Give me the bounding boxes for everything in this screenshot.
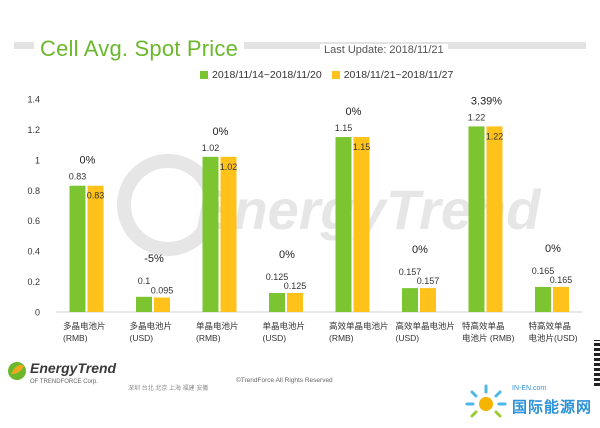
x-tick-label-line-1: 特高效单晶 bbox=[462, 321, 505, 331]
x-tick-label-line-1: 高效单晶电池片 bbox=[396, 321, 456, 331]
data-label-series-2: 0.165 bbox=[550, 275, 573, 285]
data-label-series-1: 0.83 bbox=[69, 172, 87, 182]
change-annotation: 3.39% bbox=[471, 95, 502, 107]
data-label-series-2: 1.15 bbox=[353, 142, 371, 152]
bar-series-2 bbox=[486, 126, 503, 312]
y-tick-label: 0.6 bbox=[27, 216, 40, 226]
bar-series-2 bbox=[154, 297, 170, 312]
legend-label-series-1: 2018/11/14~2018/11/20 bbox=[212, 69, 322, 81]
office-cities: 深圳 台北 北京 上海 福建 安徽 bbox=[128, 386, 209, 392]
change-annotation: 0% bbox=[213, 126, 229, 138]
data-label-series-2: 1.02 bbox=[220, 162, 238, 172]
y-tick-label: 0.2 bbox=[27, 277, 40, 287]
data-label-series-1: 1.02 bbox=[202, 143, 220, 153]
x-tick-label-line-2: (RMB) bbox=[329, 333, 354, 343]
x-tick-label-line-2: (USD) bbox=[396, 333, 420, 343]
bar-series-2 bbox=[420, 288, 436, 312]
bar-series-2 bbox=[287, 292, 303, 312]
bar-series-1 bbox=[335, 137, 352, 312]
bar-series-1 bbox=[202, 156, 219, 312]
badge-domain: IN-EN.com bbox=[512, 385, 547, 392]
bar-series-1 bbox=[402, 288, 418, 312]
bar-series-2 bbox=[87, 185, 104, 312]
legend-label-series-2: 2018/11/21~2018/11/27 bbox=[343, 69, 454, 81]
bar-series-2 bbox=[220, 156, 237, 312]
x-tick-label-line-1: 特高效单晶 bbox=[529, 321, 572, 331]
x-tick-label-line-1: 高效单晶电池片 bbox=[329, 321, 389, 331]
data-label-series-1: 1.15 bbox=[335, 123, 353, 133]
bar-series-1 bbox=[136, 296, 152, 312]
x-tick-label-line-2: 电池片 (RMB) bbox=[462, 333, 515, 343]
bar-series-1 bbox=[269, 292, 285, 312]
data-label-series-2: 0.157 bbox=[417, 276, 440, 286]
data-label-series-2: 0.125 bbox=[284, 281, 307, 291]
data-label-series-1: 0.157 bbox=[399, 267, 422, 277]
legend: 2018/11/14~2018/11/20 2018/11/21~2018/11… bbox=[200, 69, 453, 81]
leaf-logo-icon bbox=[8, 362, 26, 380]
legend-item-series-2: 2018/11/21~2018/11/27 bbox=[331, 69, 454, 81]
x-tick-label-line-2: (USD) bbox=[263, 333, 287, 343]
y-tick-label: 1 bbox=[35, 155, 40, 165]
site-badge: IN-EN.com 国际能源网 bbox=[462, 384, 593, 424]
data-label-series-1: 1.22 bbox=[468, 112, 486, 122]
x-tick-label-line-2: (RMB) bbox=[63, 333, 88, 343]
last-update: Last Update: 2018/11/21 bbox=[320, 44, 448, 56]
y-tick-label: 0.4 bbox=[27, 247, 40, 257]
data-label-series-1: 0.165 bbox=[532, 266, 555, 276]
x-tick-label-line-2: (RMB) bbox=[196, 333, 221, 343]
bar-series-1 bbox=[468, 126, 485, 312]
y-tick-label: 1.4 bbox=[27, 95, 40, 105]
change-annotation: 0% bbox=[279, 249, 295, 261]
y-tick-label: 1.2 bbox=[27, 125, 40, 135]
brand-subtitle: OF TRENDFORCE Corp. bbox=[30, 379, 98, 385]
change-annotation: -5% bbox=[144, 253, 164, 265]
data-label-series-1: 0.1 bbox=[138, 276, 151, 286]
bar-series-2 bbox=[553, 286, 569, 312]
change-annotation: 0% bbox=[346, 106, 362, 118]
data-label-series-2: 0.095 bbox=[151, 286, 174, 296]
legend-swatch-yellow bbox=[331, 71, 340, 79]
copyright: ©TrendForce All Rights Reserved bbox=[236, 377, 333, 384]
data-label-series-2: 1.22 bbox=[486, 131, 504, 141]
bar-series-2 bbox=[353, 137, 370, 312]
y-tick-label: 0 bbox=[35, 308, 40, 318]
sun-icon bbox=[465, 384, 507, 418]
title-rule bbox=[14, 42, 586, 49]
data-label-series-1: 0.125 bbox=[266, 272, 289, 282]
change-annotation: 0% bbox=[80, 155, 96, 167]
badge-text: 国际能源网 bbox=[512, 399, 593, 416]
change-annotation: 0% bbox=[545, 243, 561, 255]
page-title: Cell Avg. Spot Price bbox=[34, 36, 245, 62]
brand-logo: EnergyTrend OF TRENDFORCE Corp. bbox=[6, 360, 116, 400]
bar-series-1 bbox=[535, 286, 551, 312]
change-annotation: 0% bbox=[412, 244, 428, 256]
x-tick-label-line-1: 单晶电池片 bbox=[196, 321, 239, 331]
x-tick-label-line-2: (USD) bbox=[130, 333, 154, 343]
x-tick-label-line-1: 单晶电池片 bbox=[263, 321, 306, 331]
legend-swatch-green bbox=[200, 71, 208, 79]
data-label-series-2: 0.83 bbox=[87, 191, 105, 201]
x-tick-label-line-2: 电池片(USD) bbox=[529, 333, 578, 343]
bar-series-1 bbox=[69, 185, 86, 312]
y-tick-label: 0.8 bbox=[27, 186, 40, 196]
qr-code-icon bbox=[594, 340, 600, 386]
brand-name: EnergyTrend bbox=[30, 360, 117, 376]
x-tick-label-line-1: 多晶电池片 bbox=[63, 321, 106, 331]
x-tick-label-line-1: 多晶电池片 bbox=[130, 321, 173, 331]
legend-item-series-1: 2018/11/14~2018/11/20 bbox=[200, 69, 322, 81]
